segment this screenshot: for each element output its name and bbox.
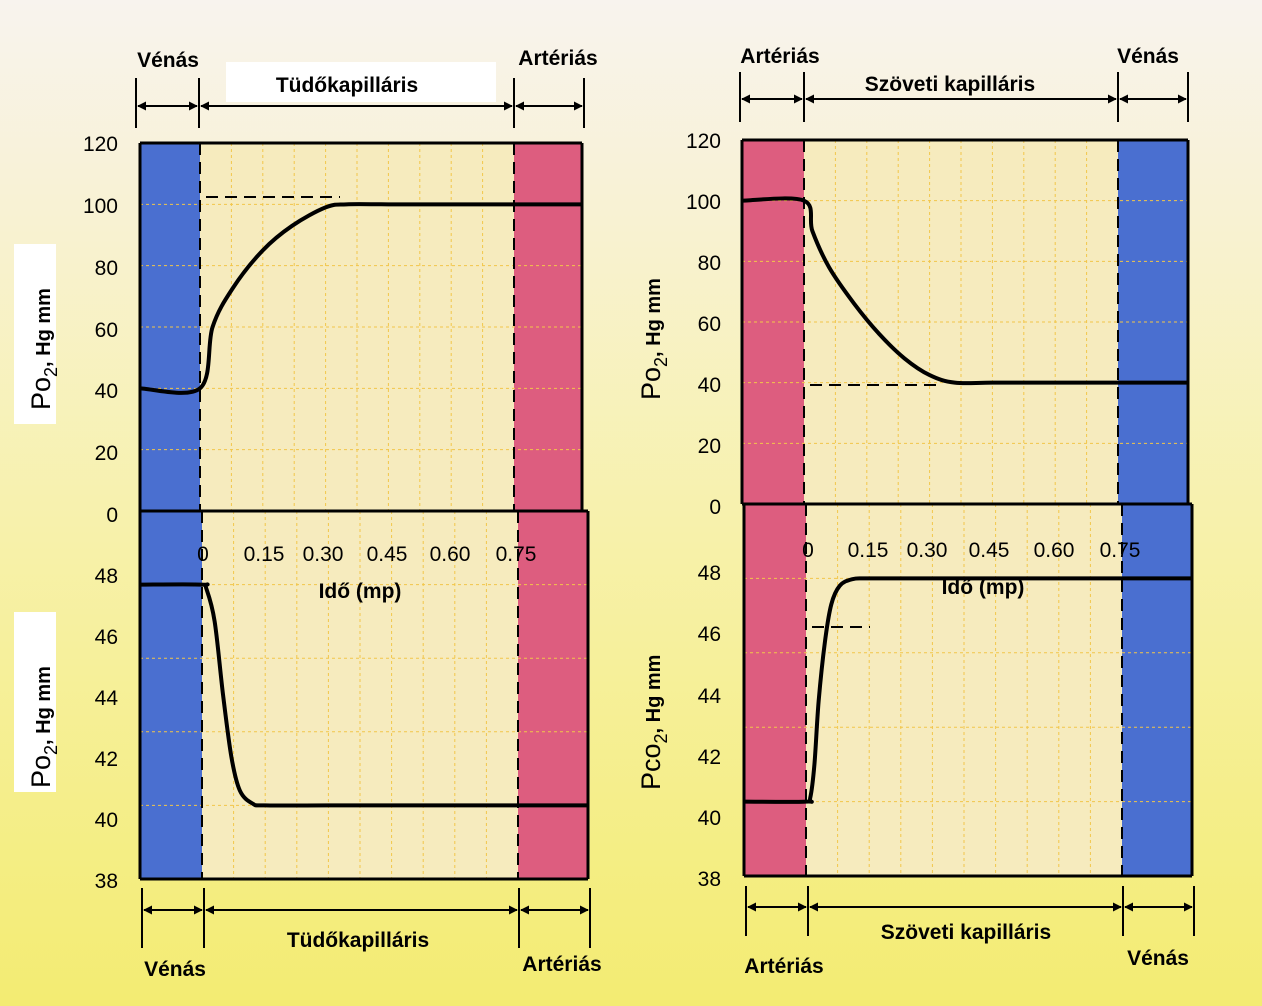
left-lower-y-axis-label: Po2, Hg mm (26, 666, 61, 788)
right-x-axis-label: Idő (mp) (942, 576, 1025, 599)
left-lower-ylabel-bg (14, 612, 56, 792)
x-tick: 0 (197, 543, 209, 566)
y-tick: 40 (698, 807, 721, 830)
right-lower-y-axis-label: Pco2, Hg mm (636, 655, 671, 790)
y-tick: 44 (698, 685, 722, 708)
y-tick: 42 (698, 746, 721, 769)
left-x-axis-label: Idő (mp) (319, 580, 402, 603)
right-lower-grid (744, 504, 1192, 876)
right-bottom-arrows (745, 886, 1195, 936)
x-tick: 0.60 (1034, 539, 1075, 562)
left-lower-plot-area (140, 511, 588, 879)
left-bottom-arrows (141, 888, 591, 948)
y-tick: 40 (95, 809, 118, 832)
y-tick: 42 (95, 748, 118, 771)
left-lower-y-ticks: 48 46 44 42 40 38 (95, 565, 119, 893)
right-lower-venous-zone (1122, 504, 1192, 876)
left-top-label-capillary: Tüdőkapilláris (276, 74, 418, 97)
right-upper-y-axis-label: Po2, Hg mm (636, 278, 671, 400)
left-top-label-arterial: Artériás (518, 47, 597, 70)
right-top-arrows (739, 72, 1189, 122)
right-panel: Artériás Szöveti kapilláris Vénás (636, 45, 1195, 978)
y-tick: 80 (698, 252, 721, 275)
right-bottom-label-arterial: Artériás (744, 955, 823, 978)
x-tick: 0 (802, 539, 814, 562)
y-tick: 20 (95, 442, 118, 465)
y-tick: 44 (95, 687, 119, 710)
left-bottom-label-venous: Vénás (144, 958, 206, 981)
left-lower-arterial-zone (518, 511, 588, 879)
left-upper-po2-curve (139, 202, 582, 395)
left-panel: Vénás Tüdőkapilláris Artériás (14, 47, 602, 981)
left-frame (138, 141, 590, 881)
right-upper-grid (742, 140, 1188, 504)
x-tick: 0.75 (1100, 539, 1141, 562)
y-tick: 60 (95, 319, 118, 342)
left-bottom-label-capillary: Tüdőkapilláris (287, 929, 429, 952)
y-tick: 20 (698, 435, 721, 458)
y-tick: 0 (709, 496, 721, 519)
y-tick: 38 (698, 868, 721, 891)
right-top-label-capillary: Szöveti kapilláris (865, 73, 1035, 96)
x-tick: 0.60 (430, 543, 471, 566)
right-lower-y-ticks: 48 46 44 42 40 38 (698, 562, 722, 891)
y-tick: 46 (95, 626, 118, 649)
left-top-label-venous: Vénás (137, 49, 199, 72)
y-tick: 40 (95, 380, 118, 403)
y-tick: 60 (698, 313, 721, 336)
right-x-ticks: 0 0.15 0.30 0.45 0.60 0.75 (802, 539, 1140, 562)
y-tick: 80 (95, 257, 118, 280)
right-upper-po2-curve (741, 196, 1189, 386)
right-lower-arterial-zone (744, 504, 806, 876)
right-top-label-arterial: Artériás (740, 45, 819, 68)
y-tick: 48 (698, 562, 721, 585)
right-bottom-label-capillary: Szöveti kapilláris (881, 921, 1051, 944)
y-tick: 38 (95, 870, 118, 893)
x-tick: 0.75 (496, 543, 537, 566)
x-tick: 0.15 (848, 539, 889, 562)
left-lower-po2-curve (139, 582, 588, 808)
x-tick: 0.30 (907, 539, 948, 562)
right-upper-y-ticks: 120 100 80 60 40 20 0 (686, 130, 721, 519)
y-tick: 120 (686, 130, 721, 153)
right-top-label-venous: Vénás (1117, 45, 1179, 68)
left-top-arrows (135, 78, 585, 128)
y-tick: 100 (83, 195, 118, 218)
x-tick: 0.30 (303, 543, 344, 566)
right-lower-pco2-curve (743, 576, 1192, 804)
y-tick: 40 (698, 374, 721, 397)
left-upper-y-ticks: 120 100 80 60 40 20 0 (83, 133, 118, 527)
y-tick: 100 (686, 191, 721, 214)
y-tick: 120 (83, 133, 118, 156)
x-tick: 0.45 (969, 539, 1010, 562)
left-lower-venous-zone (140, 511, 202, 879)
left-upper-ylabel-bg (14, 244, 56, 424)
right-bottom-label-venous: Vénás (1127, 947, 1189, 970)
x-tick: 0.15 (244, 543, 285, 566)
y-tick: 48 (95, 565, 118, 588)
x-tick: 0.45 (367, 543, 408, 566)
left-upper-y-axis-label: Po2, Hg mm (26, 288, 61, 410)
left-x-ticks: 0 0.15 0.30 0.45 0.60 0.75 (197, 543, 536, 566)
left-header-bg (226, 62, 496, 102)
y-tick: 0 (106, 504, 118, 527)
y-tick: 46 (698, 623, 721, 646)
left-bottom-label-arterial: Artériás (522, 953, 601, 976)
